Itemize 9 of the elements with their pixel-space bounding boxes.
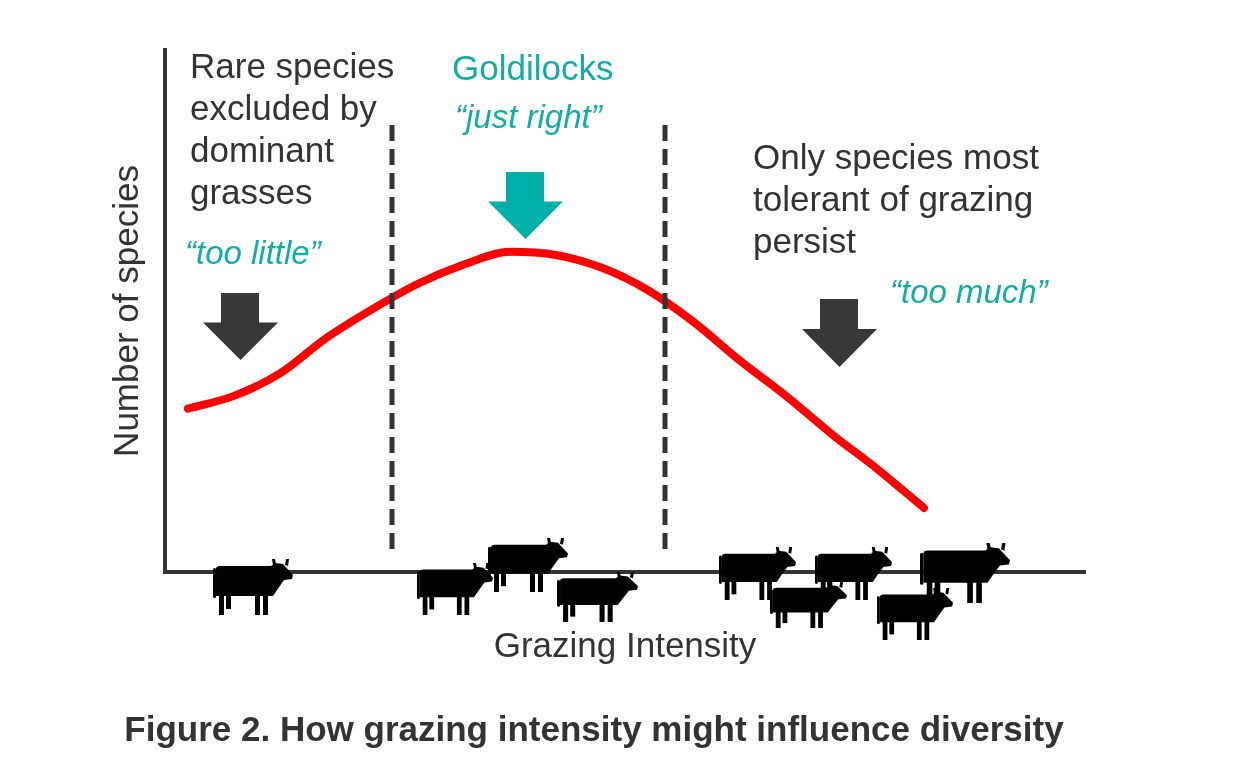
- text: Goldilocks: [452, 47, 615, 89]
- x-axis-title: Grazing Intensity: [493, 624, 757, 664]
- y-axis-title: Number of species: [105, 165, 145, 457]
- text: “just right”: [455, 97, 604, 137]
- text: Rare species excluded by dominant grasses: [190, 45, 396, 213]
- annotation: Only species most tolerant of grazing persist: [753, 136, 1040, 262]
- annotation: “too much”: [890, 272, 1050, 312]
- text: Figure 2. How grazing intensity might influence diversity: [124, 708, 1065, 748]
- annotation: “too little”: [185, 233, 323, 273]
